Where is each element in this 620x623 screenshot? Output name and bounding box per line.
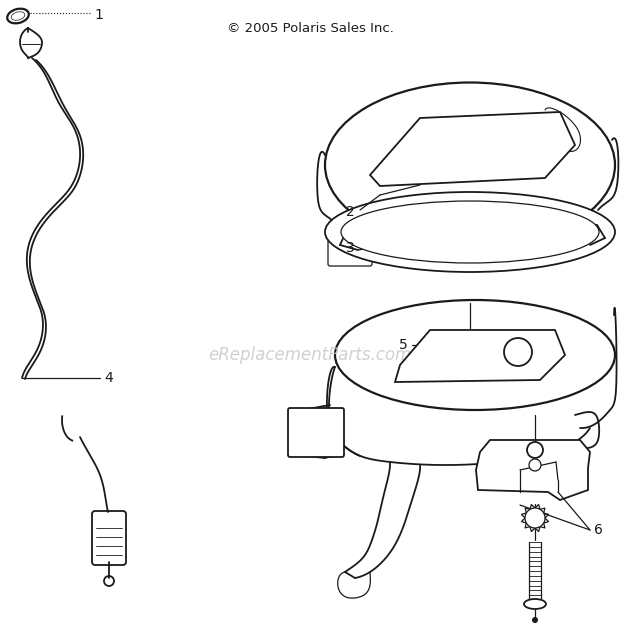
Text: 6: 6 xyxy=(594,523,603,537)
Ellipse shape xyxy=(325,82,615,247)
FancyBboxPatch shape xyxy=(328,238,372,266)
Text: © 2005 Polaris Sales Inc.: © 2005 Polaris Sales Inc. xyxy=(226,22,394,35)
Text: 5: 5 xyxy=(399,338,408,352)
Polygon shape xyxy=(370,112,575,186)
Circle shape xyxy=(529,459,541,471)
Circle shape xyxy=(527,442,543,458)
Circle shape xyxy=(504,338,532,366)
Text: eReplacementParts.com: eReplacementParts.com xyxy=(208,346,412,364)
Ellipse shape xyxy=(325,192,615,272)
FancyBboxPatch shape xyxy=(288,408,344,457)
Circle shape xyxy=(525,508,545,528)
Ellipse shape xyxy=(335,300,615,410)
Ellipse shape xyxy=(341,201,599,263)
Text: 2: 2 xyxy=(346,205,355,219)
FancyBboxPatch shape xyxy=(92,511,126,565)
Text: 4: 4 xyxy=(104,371,113,385)
Text: 1: 1 xyxy=(94,8,103,22)
Ellipse shape xyxy=(524,599,546,609)
Circle shape xyxy=(104,576,114,586)
Polygon shape xyxy=(395,330,565,382)
Ellipse shape xyxy=(7,9,29,23)
Text: 3: 3 xyxy=(346,241,355,255)
Polygon shape xyxy=(476,440,590,500)
Circle shape xyxy=(532,617,538,623)
Ellipse shape xyxy=(11,12,25,21)
